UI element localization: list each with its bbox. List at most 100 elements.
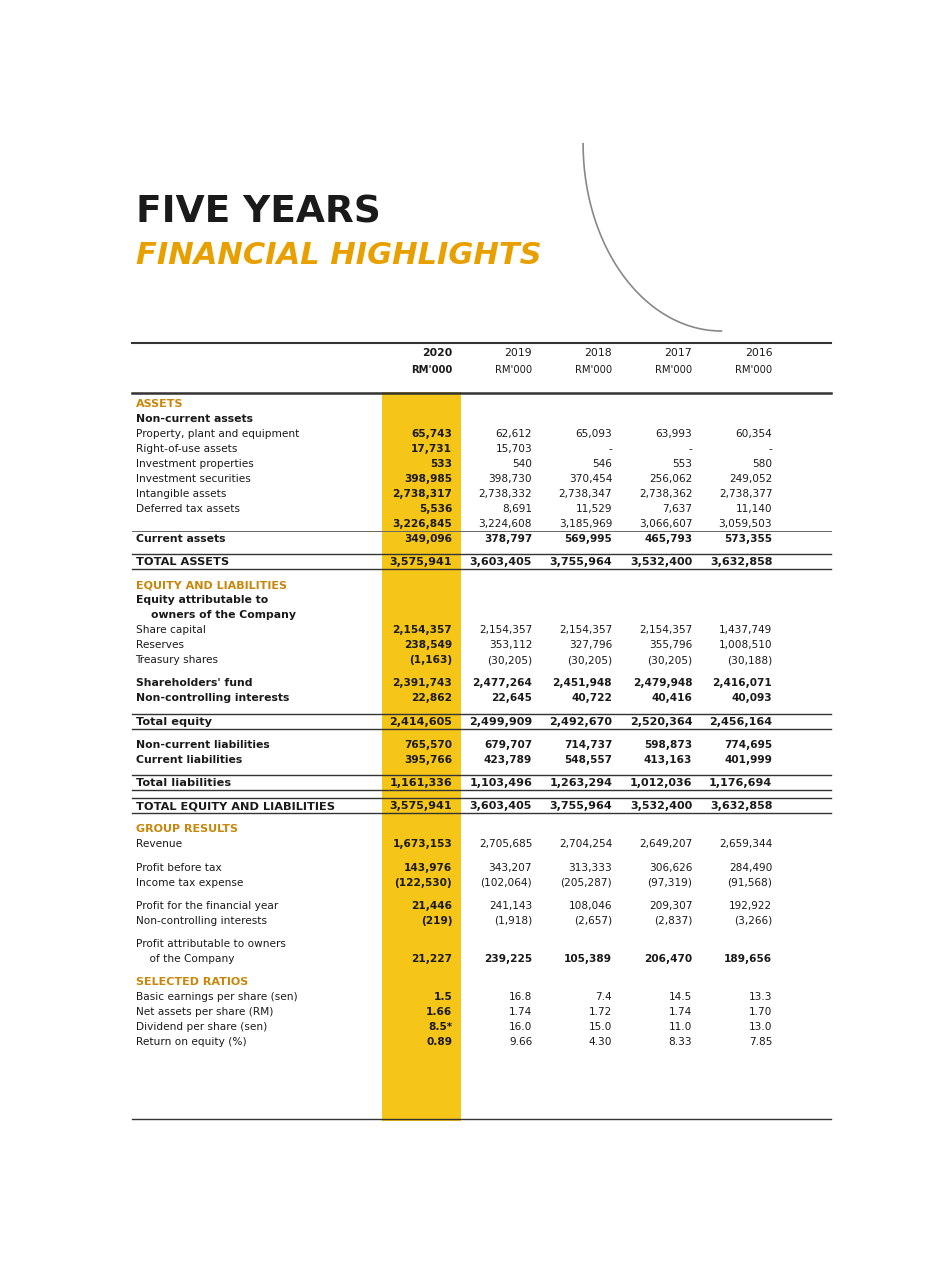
- Text: 1.66: 1.66: [426, 1007, 453, 1018]
- Text: 3,532,400: 3,532,400: [630, 801, 692, 812]
- Text: 0.89: 0.89: [426, 1037, 453, 1047]
- Text: 1,673,153: 1,673,153: [393, 840, 453, 850]
- Text: 2019: 2019: [504, 348, 532, 357]
- Text: (219): (219): [421, 916, 453, 925]
- Text: 401,999: 401,999: [725, 755, 772, 765]
- Text: 3,603,405: 3,603,405: [470, 801, 532, 812]
- Text: 21,446: 21,446: [411, 901, 453, 911]
- Text: 413,163: 413,163: [644, 755, 692, 765]
- Text: 2,451,948: 2,451,948: [553, 678, 612, 689]
- Text: Share capital: Share capital: [135, 625, 206, 635]
- Text: -: -: [688, 444, 692, 454]
- Text: (30,205): (30,205): [567, 655, 612, 666]
- Text: (97,319): (97,319): [647, 878, 692, 887]
- Text: 3,224,608: 3,224,608: [479, 518, 532, 529]
- Text: 2017: 2017: [665, 348, 692, 357]
- Text: RM'000: RM'000: [655, 365, 692, 375]
- Text: (2,837): (2,837): [654, 916, 692, 925]
- Text: 1,012,036: 1,012,036: [630, 778, 692, 788]
- Text: 569,995: 569,995: [564, 534, 612, 544]
- Text: 1,161,336: 1,161,336: [390, 778, 453, 788]
- Text: 2,154,357: 2,154,357: [639, 625, 692, 635]
- Text: 8,691: 8,691: [502, 504, 532, 513]
- Text: 598,873: 598,873: [644, 740, 692, 750]
- Text: 2,492,670: 2,492,670: [549, 717, 612, 727]
- Text: 11,529: 11,529: [576, 504, 612, 513]
- Text: (30,205): (30,205): [487, 655, 532, 666]
- Text: 3,059,503: 3,059,503: [718, 518, 772, 529]
- Text: 1.70: 1.70: [749, 1007, 772, 1018]
- Text: 1.5: 1.5: [434, 992, 453, 1002]
- Text: owners of the Company: owners of the Company: [135, 611, 296, 621]
- Text: of the Company: of the Company: [135, 954, 234, 964]
- Text: 65,093: 65,093: [576, 429, 612, 439]
- Text: RM'000: RM'000: [495, 365, 532, 375]
- Text: 13.3: 13.3: [748, 992, 772, 1002]
- Text: Profit before tax: Profit before tax: [135, 863, 222, 873]
- Text: Intangible assets: Intangible assets: [135, 489, 226, 499]
- Text: RM'000: RM'000: [411, 365, 453, 375]
- Text: 40,416: 40,416: [652, 694, 692, 704]
- Text: 343,207: 343,207: [488, 863, 532, 873]
- Text: 2,416,071: 2,416,071: [713, 678, 772, 689]
- Text: 349,096: 349,096: [404, 534, 453, 544]
- Text: 679,707: 679,707: [484, 740, 532, 750]
- Text: 3,185,969: 3,185,969: [559, 518, 612, 529]
- Text: 714,737: 714,737: [563, 740, 612, 750]
- Text: 8.33: 8.33: [669, 1037, 692, 1047]
- Text: Income tax expense: Income tax expense: [135, 878, 243, 887]
- Text: -: -: [608, 444, 612, 454]
- Text: (2,657): (2,657): [574, 916, 612, 925]
- Text: 774,695: 774,695: [724, 740, 772, 750]
- Text: SELECTED RATIOS: SELECTED RATIOS: [135, 978, 248, 987]
- Text: Equity attributable to: Equity attributable to: [135, 595, 268, 605]
- Text: 15.0: 15.0: [589, 1023, 612, 1032]
- Text: 256,062: 256,062: [649, 474, 692, 484]
- Text: Deferred tax assets: Deferred tax assets: [135, 504, 239, 513]
- Text: 3,603,405: 3,603,405: [470, 557, 532, 567]
- Text: 241,143: 241,143: [489, 901, 532, 911]
- Text: Property, plant and equipment: Property, plant and equipment: [135, 429, 299, 439]
- Text: 1.74: 1.74: [509, 1007, 532, 1018]
- Text: 16.8: 16.8: [509, 992, 532, 1002]
- Text: 353,112: 353,112: [489, 640, 532, 650]
- Text: 1,103,496: 1,103,496: [470, 778, 532, 788]
- Text: 546: 546: [593, 460, 612, 468]
- Text: 3,066,607: 3,066,607: [639, 518, 692, 529]
- Text: 192,922: 192,922: [730, 901, 772, 911]
- Text: 14.5: 14.5: [669, 992, 692, 1002]
- Text: 3,755,964: 3,755,964: [549, 801, 612, 812]
- Text: 11,140: 11,140: [735, 504, 772, 513]
- Text: 548,557: 548,557: [564, 755, 612, 765]
- Text: TOTAL ASSETS: TOTAL ASSETS: [135, 557, 229, 567]
- Text: 2018: 2018: [585, 348, 612, 357]
- Text: 2,738,377: 2,738,377: [719, 489, 772, 499]
- Text: 13.0: 13.0: [748, 1023, 772, 1032]
- Text: 2,391,743: 2,391,743: [393, 678, 453, 689]
- Text: 3,755,964: 3,755,964: [549, 557, 612, 567]
- Text: 1.74: 1.74: [669, 1007, 692, 1018]
- Text: Basic earnings per share (sen): Basic earnings per share (sen): [135, 992, 297, 1002]
- Text: 22,862: 22,862: [411, 694, 453, 704]
- Text: Return on equity (%): Return on equity (%): [135, 1037, 246, 1047]
- Text: 2,738,317: 2,738,317: [393, 489, 453, 499]
- Text: 5,536: 5,536: [419, 504, 453, 513]
- Text: 209,307: 209,307: [649, 901, 692, 911]
- Text: 2,738,332: 2,738,332: [479, 489, 532, 499]
- Text: 765,570: 765,570: [404, 740, 453, 750]
- Text: 143,976: 143,976: [404, 863, 453, 873]
- Text: 355,796: 355,796: [649, 640, 692, 650]
- Text: FINANCIAL HIGHLIGHTS: FINANCIAL HIGHLIGHTS: [135, 242, 541, 270]
- Text: 465,793: 465,793: [644, 534, 692, 544]
- Text: 313,333: 313,333: [568, 863, 612, 873]
- Text: 206,470: 206,470: [644, 954, 692, 964]
- Text: 40,093: 40,093: [731, 694, 772, 704]
- Text: 7.4: 7.4: [595, 992, 612, 1002]
- Text: Reserves: Reserves: [135, 640, 183, 650]
- Text: 40,722: 40,722: [571, 694, 612, 704]
- Text: 1,263,294: 1,263,294: [549, 778, 612, 788]
- Text: 2,456,164: 2,456,164: [709, 717, 772, 727]
- Text: Treasury shares: Treasury shares: [135, 655, 219, 666]
- Text: (30,188): (30,188): [727, 655, 772, 666]
- Text: EQUITY AND LIABILITIES: EQUITY AND LIABILITIES: [135, 580, 286, 590]
